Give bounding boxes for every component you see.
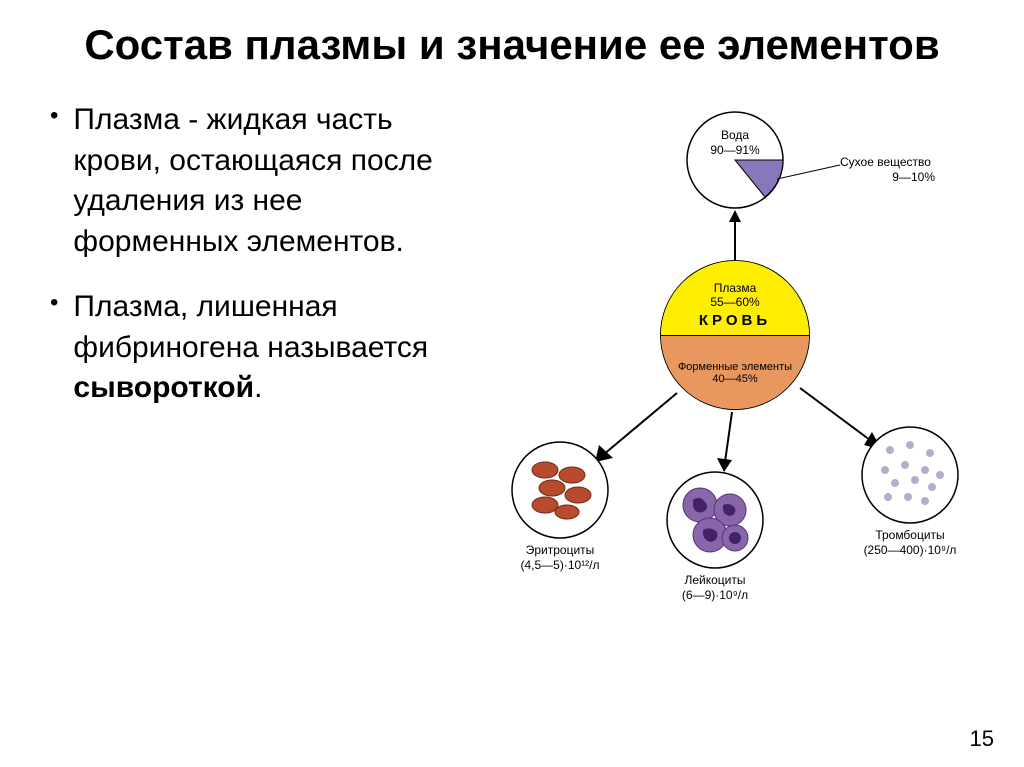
bullet-1: • Плазма - жидкая часть крови, остающаяс…	[50, 100, 470, 262]
bullet-dot: •	[50, 287, 58, 409]
bullet-2-text: Плазма, лишенная фибриногена называется …	[73, 287, 470, 409]
water-label: Вода 90—91%	[708, 128, 762, 157]
erythrocytes-circle	[510, 440, 610, 540]
bullet-dot: •	[50, 100, 58, 262]
pointer-line	[777, 163, 842, 183]
water-pie	[685, 110, 785, 210]
leukocytes-circle	[665, 470, 765, 570]
page-number: 15	[970, 726, 994, 752]
text-column: • Плазма - жидкая часть крови, остающаяс…	[0, 100, 480, 600]
bullet-1-text: Плазма - жидкая часть крови, остающаяся …	[73, 100, 470, 262]
arrow-leuko	[710, 410, 750, 475]
leuko-label: Лейкоциты (6—9)·10⁹/л	[665, 573, 765, 602]
dry-matter-label: Сухое вещество 9—10%	[840, 155, 960, 184]
thrombo-label: Тромбоциты (250—400)·10⁹/л	[850, 528, 970, 557]
center-top: Плазма 55—60% КРОВЬ	[661, 261, 809, 335]
slide-title: Состав плазмы и значение ее элементов	[0, 0, 1024, 70]
bullet-2: • Плазма, лишенная фибриногена называетс…	[50, 287, 470, 409]
erythro-label: Эритроциты (4,5—5)·10¹²/л	[500, 543, 620, 572]
blood-diagram: Вода 90—91% Сухое вещество 9—10% Плазма …	[480, 100, 1000, 600]
thrombocytes-circle	[860, 425, 960, 525]
arrow-up	[727, 210, 743, 265]
